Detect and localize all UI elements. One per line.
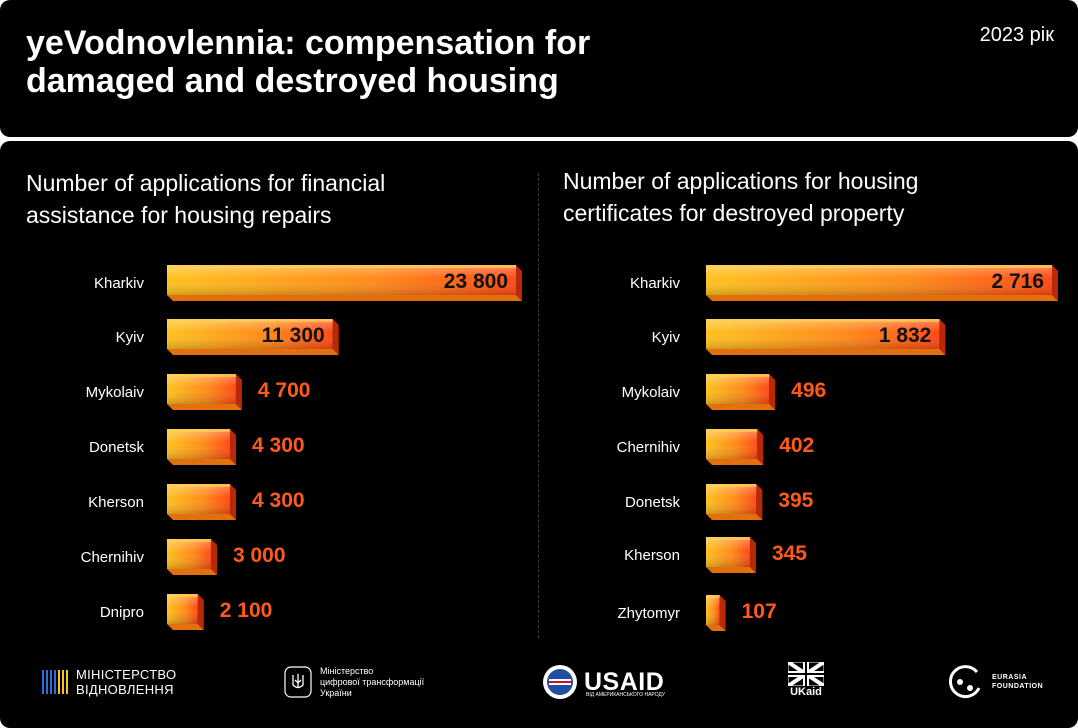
usaid-logo: USAID ВІД АМЕРИКАНСЬКОГО НАРОДУ bbox=[542, 662, 672, 702]
category-label: Kherson bbox=[624, 547, 680, 564]
ministry-restoration-logo: МІНІСТЕРСТВО ВІДНОВЛЕННЯ bbox=[42, 662, 176, 702]
charts-panel: Number of applications for financial ass… bbox=[0, 141, 1078, 728]
category-label: Zhytomyr bbox=[617, 605, 680, 622]
category-label: Kyiv bbox=[652, 329, 681, 346]
value-label: 3 000 bbox=[233, 544, 286, 567]
value-label: 402 bbox=[779, 434, 814, 457]
value-label: 395 bbox=[778, 489, 813, 512]
bar bbox=[167, 484, 237, 520]
left-chart-title: Number of applications for financial ass… bbox=[26, 170, 386, 228]
value-label: 11 300 bbox=[262, 324, 325, 347]
bar bbox=[706, 319, 946, 355]
category-label: Mykolaiv bbox=[622, 384, 681, 401]
bar bbox=[706, 374, 776, 410]
category-label: Kyiv bbox=[116, 329, 145, 346]
usaid-subtitle: ВІД АМЕРИКАНСЬКОГО НАРОДУ bbox=[586, 692, 666, 698]
eurasia-line2: FOUNDATION bbox=[992, 683, 1044, 690]
value-label: 4 700 bbox=[258, 379, 311, 402]
bar bbox=[167, 429, 237, 465]
bar bbox=[706, 595, 726, 631]
value-label: 2 100 bbox=[220, 599, 273, 622]
bar bbox=[167, 265, 522, 301]
value-label: 4 300 bbox=[252, 489, 305, 512]
right-chart-title: Number of applications for housing certi… bbox=[563, 168, 919, 226]
value-label: 107 bbox=[742, 600, 777, 623]
ministry-digital-line3: України bbox=[320, 687, 352, 698]
ukaid-wordmark: UKaid bbox=[790, 686, 822, 698]
chart-divider bbox=[538, 173, 539, 638]
bar bbox=[167, 594, 204, 630]
union-flag-icon bbox=[788, 662, 824, 686]
category-label: Dnipro bbox=[100, 604, 144, 621]
value-label: 345 bbox=[772, 542, 807, 565]
bar bbox=[167, 319, 339, 355]
left-bar-chart: Kharkiv 23 800 Kyiv 11 300 Mykolaiv 4 700 Done… bbox=[81, 265, 522, 630]
header-panel: yeVodnovlennia: compensation for damaged… bbox=[0, 0, 1078, 137]
year-label: 2023 рік bbox=[979, 24, 1054, 46]
value-label: 23 800 bbox=[444, 270, 508, 293]
eurasia-foundation-logo: EURASIA FOUNDATION bbox=[948, 662, 1043, 702]
bar bbox=[706, 537, 756, 573]
usaid-seal-icon bbox=[543, 665, 577, 699]
ministry-digital-line1: Міністерство bbox=[320, 665, 374, 676]
value-label: 1 832 bbox=[879, 324, 932, 347]
ukaid-logo: UKaid bbox=[788, 662, 824, 702]
bar bbox=[706, 429, 764, 465]
bar bbox=[706, 484, 763, 520]
bar bbox=[706, 265, 1058, 301]
category-label: Donetsk bbox=[625, 494, 681, 511]
right-bar-chart: Kharkiv 2 716 Kyiv 1 832 Mykolaiv 496 Chernihi… bbox=[617, 265, 1058, 631]
ministry-restoration-line2: ВІДНОВЛЕННЯ bbox=[76, 682, 174, 697]
page-title: yeVodnovlennia: compensation for damaged… bbox=[26, 24, 591, 100]
value-label: 4 300 bbox=[252, 434, 305, 457]
category-label: Chernihiv bbox=[617, 439, 681, 456]
category-label: Kharkiv bbox=[94, 275, 145, 292]
usaid-wordmark: USAID bbox=[584, 667, 665, 696]
ministry-restoration-emblem-icon bbox=[42, 670, 68, 694]
category-label: Chernihiv bbox=[81, 549, 145, 566]
category-label: Kharkiv bbox=[630, 275, 681, 292]
eurasia-line1: EURASIA bbox=[992, 674, 1028, 681]
ministry-digital-line2: цифрової трансформації bbox=[320, 676, 425, 687]
category-label: Kherson bbox=[88, 494, 144, 511]
value-label: 2 716 bbox=[991, 270, 1044, 293]
ministry-digital-logo: Міністерство цифрової трансформації Укра… bbox=[284, 662, 424, 702]
eurasia-foundation-icon bbox=[949, 665, 981, 699]
category-label: Donetsk bbox=[89, 439, 145, 456]
bar-charts: Kharkiv 23 800 Kyiv 11 300 Mykolaiv 4 700 Done… bbox=[81, 265, 1058, 631]
trident-icon bbox=[284, 666, 312, 698]
ministry-restoration-line1: МІНІСТЕРСТВО bbox=[76, 667, 177, 682]
value-label: 496 bbox=[791, 379, 826, 402]
category-label: Mykolaiv bbox=[86, 384, 145, 401]
bar bbox=[167, 539, 217, 575]
bar bbox=[167, 374, 242, 410]
